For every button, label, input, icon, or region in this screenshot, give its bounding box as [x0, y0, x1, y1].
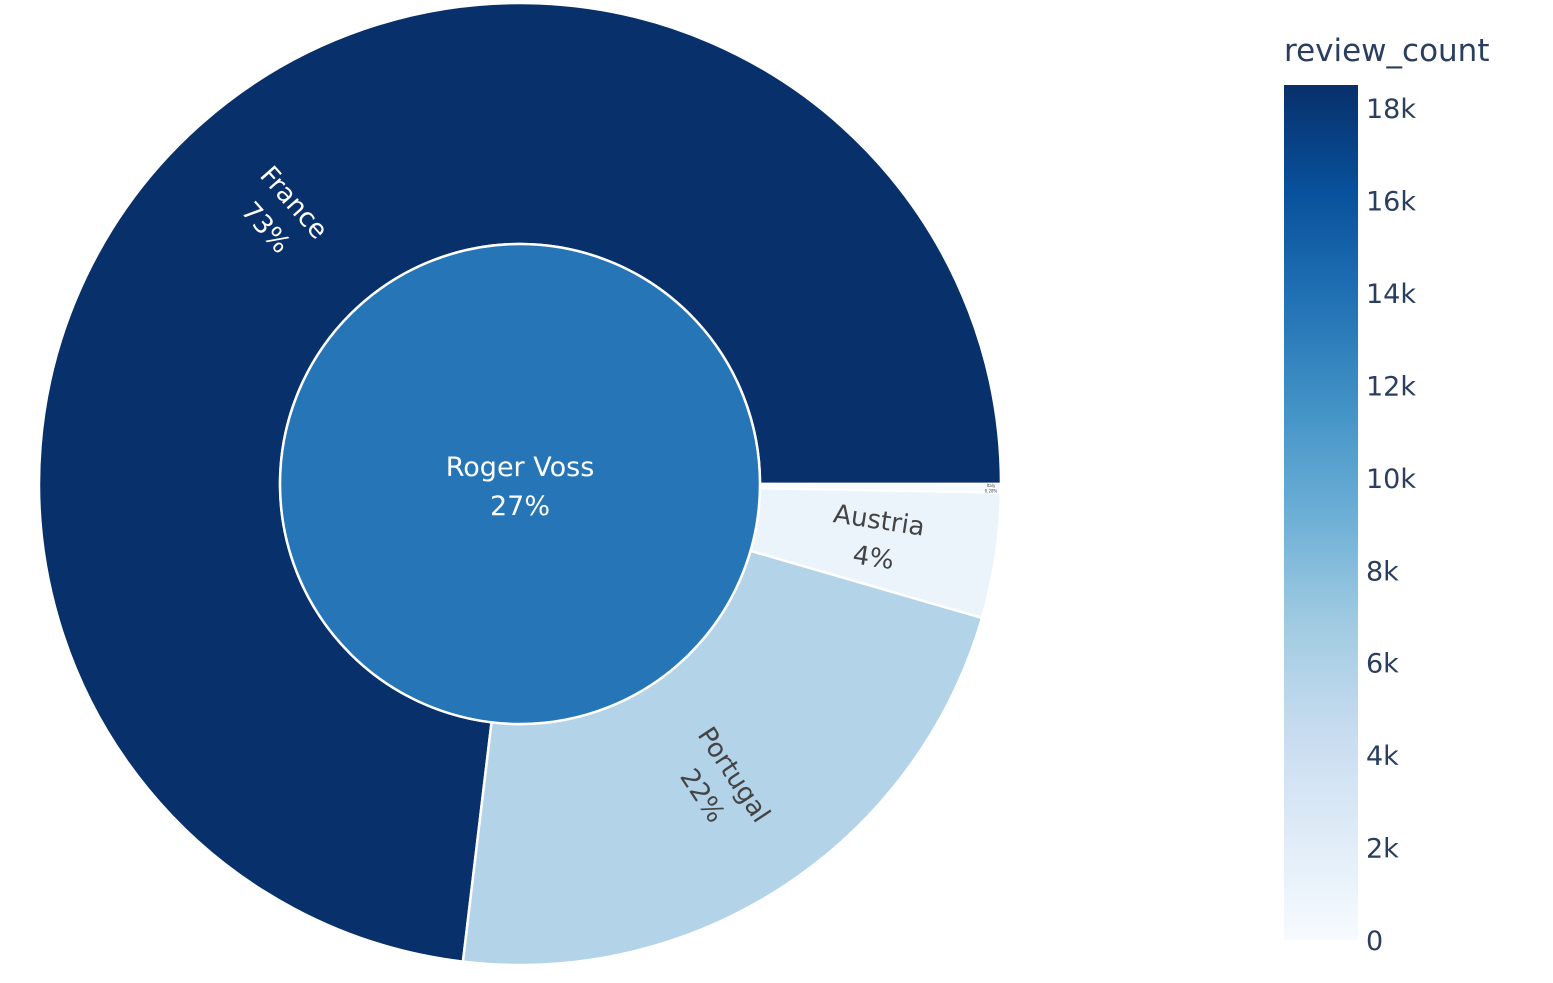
sunburst-root: Roger Voss 27%: [278, 242, 762, 726]
colorbar-tick-label: 16k: [1366, 187, 1416, 218]
colorbar-tick-label: 14k: [1366, 279, 1416, 310]
sector-percent-italy: 0.28%: [985, 489, 998, 494]
colorbar-gradient: [1284, 85, 1358, 940]
sector-root[interactable]: [278, 242, 762, 726]
root-name-label: Roger Voss: [446, 452, 595, 483]
sunburst-sectors: [37, 1, 1003, 967]
colorbar-tick-label: 8k: [1366, 556, 1399, 587]
colorbar-tick-label: 0: [1366, 926, 1383, 957]
colorbar-tick-label: 6k: [1366, 649, 1399, 680]
colorbar: review_count 0 2k 4k 6k 8k 10k 12k 14k 16k 18k: [1284, 33, 1489, 957]
colorbar-tick-label: 10k: [1366, 464, 1416, 495]
sector-name-italy: Italy: [987, 483, 996, 488]
colorbar-tick-label: 12k: [1366, 371, 1416, 402]
colorbar-tick-label: 2k: [1366, 834, 1399, 865]
colorbar-title: review_count: [1284, 33, 1489, 69]
root-percent-label: 27%: [490, 491, 550, 522]
sector-percent-austria: 4%: [851, 540, 896, 576]
colorbar-tick-label: 4k: [1366, 741, 1399, 772]
colorbar-ticks: 0 2k 4k 6k 8k 10k 12k 14k 16k 18k: [1366, 94, 1416, 957]
colorbar-tick-label: 18k: [1366, 94, 1416, 125]
